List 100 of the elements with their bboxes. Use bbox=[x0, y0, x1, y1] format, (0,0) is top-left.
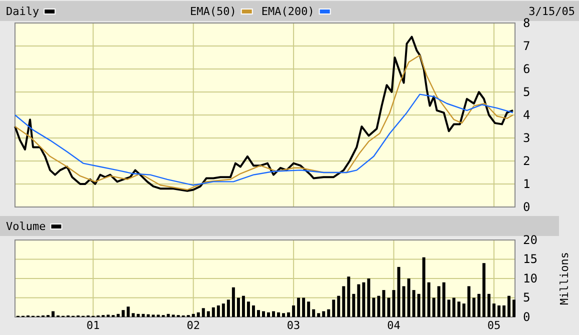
bar bbox=[232, 287, 235, 317]
bar bbox=[312, 309, 316, 317]
text: 3/15/05 bbox=[528, 5, 575, 18]
bar bbox=[382, 290, 386, 317]
x-tick-label: 02 bbox=[186, 318, 200, 332]
bar bbox=[342, 286, 346, 317]
bar bbox=[212, 307, 215, 317]
bar bbox=[136, 314, 140, 317]
bar bbox=[497, 305, 500, 317]
bar bbox=[392, 290, 396, 317]
bar bbox=[256, 310, 260, 317]
bar bbox=[397, 266, 400, 317]
bar bbox=[387, 298, 390, 317]
bar bbox=[402, 286, 406, 317]
x-tick-label: 05 bbox=[487, 318, 501, 332]
y-tick-label: 10 bbox=[523, 271, 538, 286]
bar bbox=[457, 302, 460, 317]
bar bbox=[372, 298, 376, 317]
legend-label: EMA(200) bbox=[261, 5, 314, 18]
legend-label: Volume bbox=[6, 220, 46, 233]
bar bbox=[322, 311, 326, 317]
bar bbox=[447, 300, 450, 317]
bar bbox=[442, 282, 446, 317]
y-tick-label: 3 bbox=[523, 130, 530, 145]
bar bbox=[347, 276, 350, 317]
x-tick-label: 03 bbox=[286, 318, 300, 332]
bar bbox=[297, 298, 300, 317]
bar bbox=[337, 296, 340, 317]
bar bbox=[462, 304, 466, 317]
bar bbox=[407, 278, 410, 317]
bar bbox=[277, 312, 280, 317]
legend-label: EMA(50) bbox=[190, 5, 236, 18]
bar bbox=[246, 302, 250, 317]
bar bbox=[206, 311, 210, 317]
bar bbox=[362, 282, 366, 317]
y-tick-label: 15 bbox=[523, 252, 538, 266]
bar bbox=[307, 302, 310, 317]
line-series bbox=[14, 94, 514, 186]
bar bbox=[417, 294, 420, 317]
bar bbox=[267, 312, 270, 317]
bar bbox=[487, 294, 490, 317]
bar bbox=[146, 314, 150, 317]
bar bbox=[412, 290, 416, 317]
bar bbox=[512, 300, 516, 317]
x-tick-label: 01 bbox=[86, 318, 100, 332]
bar bbox=[472, 298, 476, 317]
bar bbox=[282, 313, 286, 317]
bar bbox=[432, 298, 436, 317]
bar bbox=[377, 296, 380, 317]
bar bbox=[492, 304, 496, 317]
y-tick-label: 1 bbox=[523, 176, 530, 191]
y-tick-label: 0 bbox=[523, 200, 530, 214]
y-tick-label: 20 bbox=[523, 232, 538, 247]
bar bbox=[132, 313, 135, 317]
bar bbox=[437, 286, 440, 317]
bar bbox=[192, 314, 195, 317]
bar bbox=[142, 314, 145, 317]
bar bbox=[252, 305, 255, 317]
bar bbox=[236, 298, 240, 317]
y-tick-label: 6 bbox=[523, 62, 530, 76]
x-tick-label: 04 bbox=[387, 318, 401, 332]
bar bbox=[482, 263, 486, 317]
bar bbox=[216, 305, 220, 317]
bar bbox=[477, 294, 480, 317]
bar bbox=[196, 312, 200, 317]
y-tick-label: 5 bbox=[523, 84, 530, 99]
bar bbox=[126, 306, 130, 317]
bar bbox=[467, 286, 470, 317]
bar bbox=[222, 304, 225, 317]
y-axis-title: Millions bbox=[558, 252, 572, 305]
bar bbox=[317, 313, 320, 317]
bar bbox=[357, 284, 360, 317]
y-tick-label: 5 bbox=[523, 290, 530, 305]
bar bbox=[287, 312, 290, 317]
y-tick-label: 2 bbox=[523, 154, 530, 168]
bar bbox=[327, 309, 330, 317]
y-tick-label: 0 bbox=[523, 310, 530, 324]
bar bbox=[352, 294, 356, 317]
bar bbox=[292, 305, 296, 317]
bar bbox=[422, 257, 426, 317]
bar bbox=[122, 310, 125, 317]
bar bbox=[427, 282, 430, 317]
bar bbox=[502, 305, 506, 317]
y-tick-label: 7 bbox=[523, 38, 530, 53]
bar bbox=[242, 296, 245, 317]
bar bbox=[166, 314, 170, 317]
bar bbox=[202, 308, 205, 317]
legend-label: Daily bbox=[6, 5, 40, 18]
y-tick-label: 4 bbox=[523, 108, 530, 122]
bar bbox=[116, 314, 120, 317]
bar bbox=[262, 311, 265, 317]
bar bbox=[367, 278, 370, 317]
bar bbox=[272, 311, 276, 317]
bar bbox=[52, 311, 55, 317]
bar bbox=[452, 298, 456, 317]
bar bbox=[226, 300, 230, 317]
bar bbox=[302, 298, 306, 317]
bar bbox=[507, 296, 510, 317]
bar bbox=[332, 300, 336, 317]
y-tick-label: 8 bbox=[523, 16, 530, 30]
